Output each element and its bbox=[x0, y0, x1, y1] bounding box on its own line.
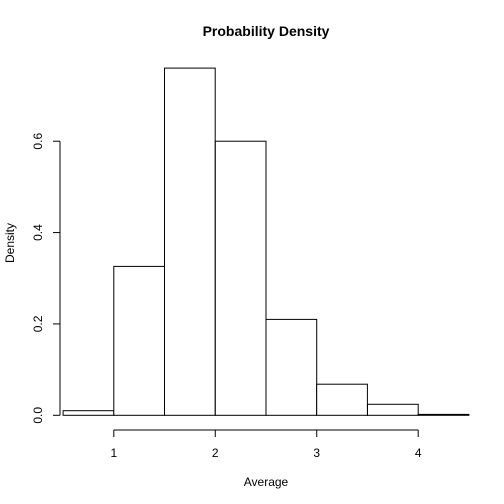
y-tick-label-1: 0.2 bbox=[31, 315, 45, 332]
x-tick-label-0: 1 bbox=[110, 446, 117, 460]
histogram-bar-3 bbox=[214, 140, 267, 416]
histogram-bar-4 bbox=[265, 318, 318, 416]
histogram-bar-1 bbox=[113, 265, 166, 416]
histogram-bar-7 bbox=[417, 413, 470, 416]
histogram-bar-5 bbox=[316, 383, 368, 416]
histogram-bar-6 bbox=[367, 403, 419, 416]
y-axis-label: Density bbox=[3, 223, 17, 263]
x-tick-label-1: 2 bbox=[212, 446, 219, 460]
x-tick-label-2: 3 bbox=[313, 446, 320, 460]
x-axis: 1 2 3 4 bbox=[110, 429, 422, 460]
histogram-bar-2 bbox=[164, 67, 216, 416]
chart-title: Probability Density bbox=[203, 23, 330, 39]
y-axis: 0.0 0.2 0.4 0.6 bbox=[31, 133, 61, 424]
y-tick-label-3: 0.6 bbox=[31, 133, 45, 150]
histogram-bar-0 bbox=[62, 410, 115, 416]
x-tick-label-3: 4 bbox=[415, 446, 422, 460]
bars-group bbox=[62, 67, 470, 416]
y-tick-label-0: 0.0 bbox=[31, 407, 45, 424]
x-axis-label: Average bbox=[244, 475, 289, 489]
y-tick-label-2: 0.4 bbox=[31, 224, 45, 241]
